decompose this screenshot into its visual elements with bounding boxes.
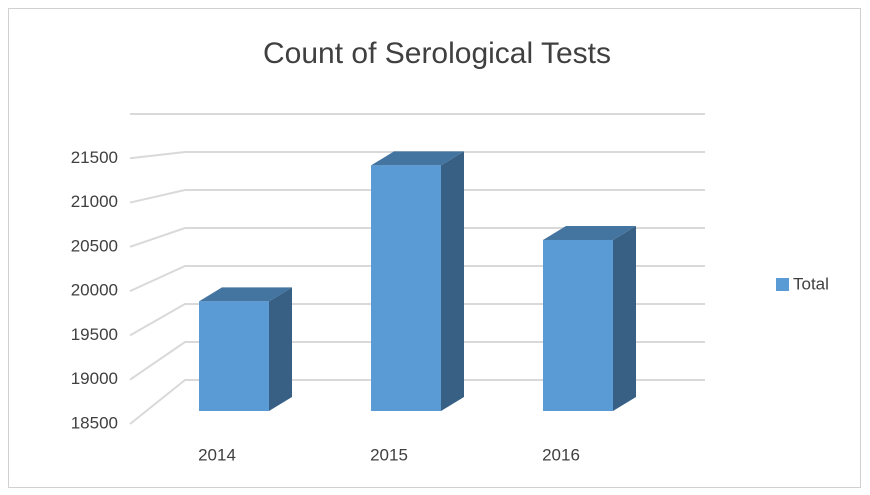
y-tick-label: 18500 bbox=[71, 413, 118, 432]
grid-line bbox=[129, 227, 705, 248]
y-tick-label: 20500 bbox=[71, 236, 118, 255]
grid-line bbox=[129, 189, 705, 204]
legend-label: Total bbox=[793, 274, 829, 293]
bar-top bbox=[199, 287, 292, 302]
x-tick-label: 2014 bbox=[198, 445, 236, 464]
grid-line bbox=[129, 265, 705, 293]
bar bbox=[371, 165, 441, 411]
legend-swatch bbox=[776, 278, 789, 291]
bar-side bbox=[269, 287, 292, 411]
x-tick-label: 2015 bbox=[370, 445, 408, 464]
bar-top bbox=[371, 151, 464, 166]
bar bbox=[199, 301, 269, 411]
y-tick-label: 21500 bbox=[71, 148, 118, 167]
y-tick-label: 21000 bbox=[71, 192, 118, 211]
y-tick-label: 20000 bbox=[71, 281, 118, 300]
bar-top bbox=[543, 225, 636, 240]
chart-title: Count of Serological Tests bbox=[263, 37, 611, 70]
y-tick-label: 19500 bbox=[71, 325, 118, 344]
bar-side bbox=[613, 225, 636, 411]
bar bbox=[543, 239, 613, 411]
grid-line bbox=[129, 341, 705, 381]
grid-line bbox=[129, 151, 705, 160]
x-tick-label: 2016 bbox=[542, 445, 580, 464]
grid-line bbox=[129, 303, 705, 337]
bar-side bbox=[441, 151, 464, 411]
y-tick-label: 19000 bbox=[71, 369, 118, 388]
grid-line bbox=[129, 379, 705, 425]
